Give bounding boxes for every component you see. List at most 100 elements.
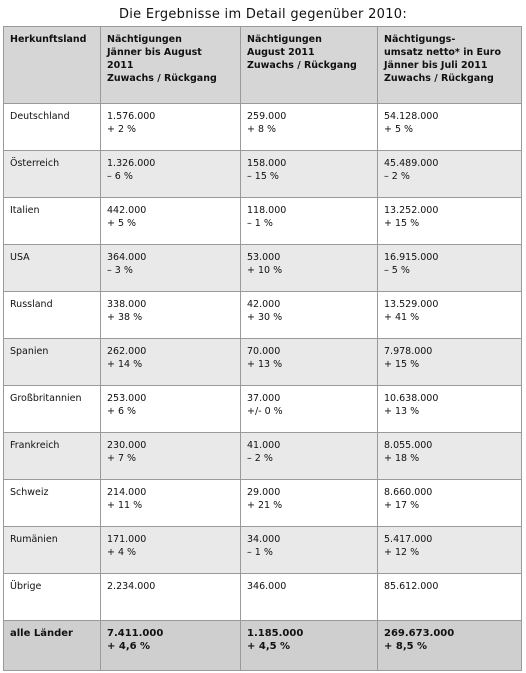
value: 53.000 bbox=[247, 252, 281, 263]
header-line: Nächtigungs- bbox=[384, 34, 456, 45]
umsatz-cell: 16.915.000 – 5 % bbox=[377, 244, 522, 292]
value: 10.638.000 bbox=[384, 393, 439, 404]
umsatz-cell: 10.638.000 + 13 % bbox=[377, 385, 522, 433]
header-line: Zuwachs / Rückgang bbox=[247, 60, 357, 71]
header-line: Zuwachs / Rückgang bbox=[384, 73, 494, 84]
jan-aug-cell: 1.576.000 + 2 % bbox=[100, 103, 241, 151]
aug-cell: 346.000 bbox=[240, 573, 378, 621]
jan-aug-cell: 2.234.000 bbox=[100, 573, 241, 621]
value: 118.000 bbox=[247, 205, 287, 216]
change: + 7 % bbox=[107, 453, 137, 464]
aug-cell: 37.000 +/- 0 % bbox=[240, 385, 378, 433]
aug-cell: 70.000 + 13 % bbox=[240, 338, 378, 386]
header-line: umsatz netto* in Euro bbox=[384, 47, 501, 58]
country-name: USA bbox=[10, 252, 30, 263]
total-label: alle Länder bbox=[10, 628, 73, 639]
change: + 18 % bbox=[384, 453, 420, 464]
value: 34.000 bbox=[247, 534, 281, 545]
umsatz-cell: 85.612.000 bbox=[377, 573, 522, 621]
country-name: Rumänien bbox=[10, 534, 58, 545]
value: 54.128.000 bbox=[384, 111, 439, 122]
header-row: Herkunftsland Nächtigungen Jänner bis Au… bbox=[3, 26, 522, 104]
country-name: Übrige bbox=[10, 581, 42, 592]
change: + 21 % bbox=[247, 500, 283, 511]
value: 42.000 bbox=[247, 299, 281, 310]
header-umsatz: Nächtigungs- umsatz netto* in Euro Jänne… bbox=[377, 26, 522, 104]
change: +/- 0 % bbox=[247, 406, 283, 417]
change: + 15 % bbox=[384, 359, 420, 370]
aug-cell: 259.000 + 8 % bbox=[240, 103, 378, 151]
total-aug-cell: 1.185.000 + 4,5 % bbox=[240, 620, 378, 671]
header-line: Herkunftsland bbox=[10, 34, 87, 45]
country-name: Italien bbox=[10, 205, 40, 216]
value: 8.660.000 bbox=[384, 487, 433, 498]
total-row: alle Länder 7.411.000 + 4,6 % 1.185.000 + … bbox=[3, 620, 522, 671]
change: + 5 % bbox=[107, 218, 137, 229]
value: 158.000 bbox=[247, 158, 287, 169]
value: 29.000 bbox=[247, 487, 281, 498]
umsatz-cell: 8.055.000 + 18 % bbox=[377, 432, 522, 480]
header-line: August 2011 bbox=[247, 47, 315, 58]
header-naechtigungen-august: Nächtigungen August 2011 Zuwachs / Rückg… bbox=[240, 26, 378, 104]
country-cell: Österreich bbox=[3, 150, 101, 198]
aug-cell: 29.000 + 21 % bbox=[240, 479, 378, 527]
country-cell: Italien bbox=[3, 197, 101, 245]
value: 13.529.000 bbox=[384, 299, 439, 310]
country-cell: Deutschland bbox=[3, 103, 101, 151]
value: 442.000 bbox=[107, 205, 147, 216]
aug-cell: 42.000 + 30 % bbox=[240, 291, 378, 339]
country-cell: Großbritannien bbox=[3, 385, 101, 433]
jan-aug-cell: 230.000 + 7 % bbox=[100, 432, 241, 480]
country-name: Spanien bbox=[10, 346, 49, 357]
country-name: Schweiz bbox=[10, 487, 49, 498]
change: + 2 % bbox=[107, 124, 137, 135]
change: + 41 % bbox=[384, 312, 420, 323]
total-umsatz-cell: 269.673.000 + 8,5 % bbox=[377, 620, 522, 671]
change: – 2 % bbox=[384, 171, 410, 182]
change: + 5 % bbox=[384, 124, 414, 135]
country-cell: Rumänien bbox=[3, 526, 101, 574]
jan-aug-cell: 253.000 + 6 % bbox=[100, 385, 241, 433]
table-row: Rumänien 171.000 + 4 % 34.000 – 1 % 5.417.… bbox=[3, 526, 522, 574]
umsatz-cell: 5.417.000 + 12 % bbox=[377, 526, 522, 574]
table-row: USA 364.000 – 3 % 53.000 + 10 % 16.915.000… bbox=[3, 244, 522, 292]
value: 41.000 bbox=[247, 440, 281, 451]
country-cell: Russland bbox=[3, 291, 101, 339]
change: + 17 % bbox=[384, 500, 420, 511]
table-row: Italien 442.000 + 5 % 118.000 – 1 % 13.252… bbox=[3, 197, 522, 245]
table-row: Österreich 1.326.000– 6 % 158.000– 15 % … bbox=[3, 150, 522, 198]
country-cell: Übrige bbox=[3, 573, 101, 621]
table-row: Übrige 2.234.000 346.000 85.612.000 bbox=[3, 573, 522, 621]
value: 45.489.000 bbox=[384, 158, 439, 169]
country-cell: Spanien bbox=[3, 338, 101, 386]
total-jan-aug-cell: 7.411.000 + 4,6 % bbox=[100, 620, 241, 671]
umsatz-cell: 13.252.000 + 15 % bbox=[377, 197, 522, 245]
change: + 13 % bbox=[384, 406, 420, 417]
header-line: Nächtigungen bbox=[107, 34, 182, 45]
table-row: Großbritannien 253.000 + 6 % 37.000 +/- 0 … bbox=[3, 385, 522, 433]
change: – 5 % bbox=[384, 265, 410, 276]
change: + 8,5 % bbox=[384, 641, 428, 652]
umsatz-cell: 8.660.000 + 17 % bbox=[377, 479, 522, 527]
table-row: Schweiz 214.000 + 11 % 29.000 + 21 % 8.660… bbox=[3, 479, 522, 527]
change: – 2 % bbox=[247, 453, 273, 464]
change: – 6 % bbox=[107, 171, 133, 182]
header-line: 2011 bbox=[107, 60, 134, 71]
value: 85.612.000 bbox=[384, 581, 439, 592]
change: + 15 % bbox=[384, 218, 420, 229]
aug-cell: 41.000 – 2 % bbox=[240, 432, 378, 480]
value: 1.185.000 bbox=[247, 628, 304, 639]
umsatz-cell: 54.128.000 + 5 % bbox=[377, 103, 522, 151]
change: + 12 % bbox=[384, 547, 420, 558]
value: 7.978.000 bbox=[384, 346, 433, 357]
change: – 1 % bbox=[247, 218, 273, 229]
country-cell: Schweiz bbox=[3, 479, 101, 527]
value: 171.000 bbox=[107, 534, 147, 545]
value: 262.000 bbox=[107, 346, 147, 357]
page-title: Die Ergebnisse im Detail gegenüber 2010: bbox=[118, 7, 408, 22]
change: + 4,5 % bbox=[247, 641, 291, 652]
header-herkunftsland: Herkunftsland bbox=[3, 26, 101, 104]
jan-aug-cell: 442.000 + 5 % bbox=[100, 197, 241, 245]
umsatz-cell: 13.529.000 + 41 % bbox=[377, 291, 522, 339]
table-row: Frankreich 230.000 + 7 % 41.000 – 2 % 8.05… bbox=[3, 432, 522, 480]
